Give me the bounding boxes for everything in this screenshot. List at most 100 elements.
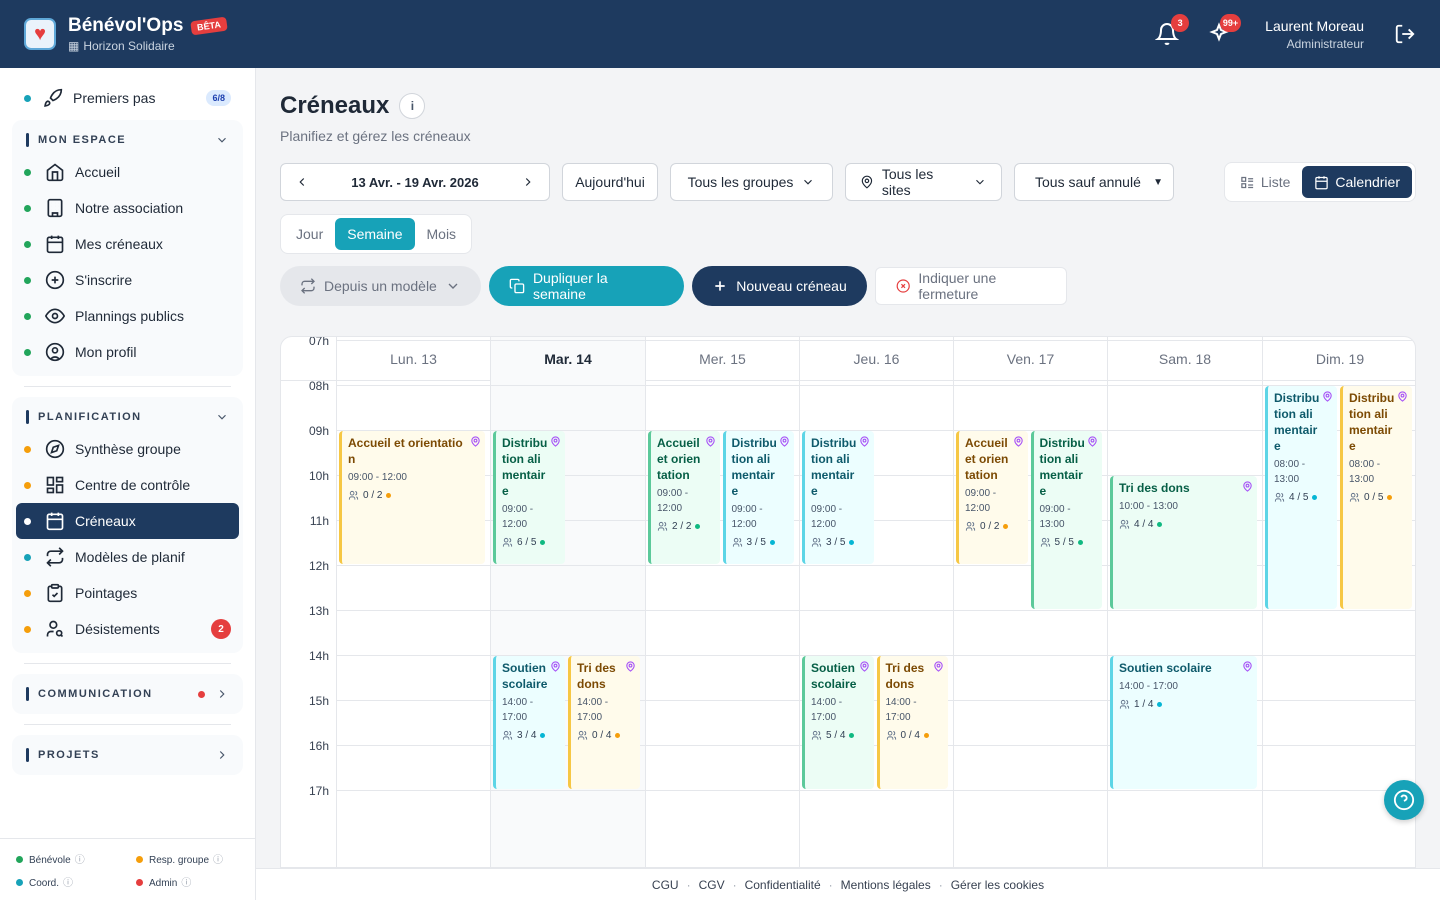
from-model-button[interactable]: Depuis un modèle xyxy=(280,266,481,306)
slot-event[interactable]: Soutien scolaire 14:00 - 17:00 1 / 4 xyxy=(1110,656,1257,789)
ai-badge: 99+ xyxy=(1219,14,1242,32)
page-subtitle: Planifiez et gérez les créneaux xyxy=(280,128,471,144)
sidebar-item-desistements[interactable]: Désistements 2 xyxy=(16,611,239,647)
sidebar-item-synthese-groupe[interactable]: Synthèse groupe xyxy=(16,431,239,467)
view-list-button[interactable]: Liste xyxy=(1228,166,1303,198)
notifications-button[interactable]: 3 xyxy=(1154,14,1190,46)
slot-event[interactable]: Soutien scolaire 14:00 - 17:00 3 / 4 xyxy=(493,656,565,789)
date-range-label[interactable]: 13 Avr. - 19 Avr. 2026 xyxy=(351,174,479,190)
section-header-projets[interactable]: PROJETS xyxy=(12,741,243,769)
slot-event[interactable]: Distribution alimentaire 09:00 - 12:00 3 /… xyxy=(722,431,794,564)
slot-event[interactable]: Tri des dons 10:00 - 13:00 4 / 4 xyxy=(1110,476,1257,609)
slot-count-value: 4 / 5 xyxy=(1289,492,1309,503)
slot-event[interactable]: Distribution alimentaire 08:00 - 13:00 4 /… xyxy=(1265,386,1337,609)
help-button[interactable] xyxy=(1384,780,1424,820)
section-header-planification[interactable]: PLANIFICATION xyxy=(12,403,243,431)
day-header[interactable]: Lun. 13 xyxy=(336,337,490,381)
day-header[interactable]: Sam. 18 xyxy=(1107,337,1262,381)
view-calendar-button[interactable]: Calendrier xyxy=(1302,166,1412,198)
chevron-right-icon[interactable] xyxy=(521,175,535,189)
slot-event[interactable]: Tri des dons 14:00 - 17:00 0 / 4 xyxy=(568,656,640,789)
sidebar-item-premiers-pas[interactable]: Premiers pas 6/8 xyxy=(16,80,239,116)
slot-volunteer-count: 3 / 5 xyxy=(811,537,868,548)
footer-link[interactable]: Mentions légales xyxy=(840,877,931,892)
slot-time: 09:00 - 12:00 xyxy=(502,504,534,530)
slot-event[interactable]: Accueil et orientation 09:00 - 12:00 0 / 2 xyxy=(339,431,485,564)
sidebar-item-plannings-publics[interactable]: Plannings publics xyxy=(16,298,239,334)
closure-button[interactable]: Indiquer une fermeture xyxy=(875,267,1067,305)
info-icon[interactable]: ⓘ xyxy=(181,878,192,889)
chevron-down-icon: ▼ xyxy=(1153,176,1163,188)
slot-event[interactable]: Accueil et orientation 09:00 - 12:00 2 / 2 xyxy=(648,431,720,564)
slot-time: 09:00 - 12:00 xyxy=(657,488,689,514)
user-search-icon xyxy=(46,620,64,638)
sidebar-item-accueil[interactable]: Accueil xyxy=(16,154,239,190)
view-toggle: Liste Calendrier xyxy=(1223,162,1416,202)
page-title: Créneaux xyxy=(280,92,390,119)
map-pin-icon xyxy=(861,175,873,189)
sidebar-item-mon-profil[interactable]: Mon profil xyxy=(16,334,239,370)
duplicate-week-button[interactable]: Dupliquer la semaine xyxy=(489,266,684,306)
slot-volunteer-count: 0 / 4 xyxy=(886,730,943,741)
new-slot-button[interactable]: Nouveau créneau xyxy=(692,266,867,306)
info-icon[interactable]: ⓘ xyxy=(74,855,85,866)
footer-link[interactable]: Confidentialité xyxy=(744,877,821,892)
sidebar: Premiers pas 6/8 MON ESPACE Accueil Notr… xyxy=(0,68,256,900)
sidebar-item-centre-de-controle[interactable]: Centre de contrôle xyxy=(16,467,239,503)
slot-event[interactable]: Soutien scolaire 14:00 - 17:00 5 / 4 xyxy=(802,656,874,789)
status-dot xyxy=(24,94,31,102)
day-header[interactable]: Dim. 19 xyxy=(1262,337,1415,381)
sidebar-item-creneaux[interactable]: Créneaux xyxy=(16,503,239,539)
hour-label: 10h xyxy=(308,469,329,483)
sidebar-item-mes-creneaux[interactable]: Mes créneaux xyxy=(16,226,239,262)
sites-filter-value: Tous les sites xyxy=(881,166,934,198)
groups-filter[interactable]: Tous les groupes xyxy=(670,163,833,201)
status-filter[interactable]: Tous sauf annulé ▼ xyxy=(1014,163,1174,201)
hour-line xyxy=(336,610,1415,611)
sidebar-item-label: Synthèse groupe xyxy=(75,441,181,457)
info-icon[interactable]: ⓘ xyxy=(213,855,224,866)
slot-event[interactable]: Accueil et orientation 09:00 - 12:00 0 / 2 xyxy=(956,431,1028,564)
user-menu[interactable]: Laurent Moreau Administrateur xyxy=(1265,18,1364,51)
sidebar-item-sinscrire[interactable]: S'inscrire xyxy=(16,262,239,298)
slot-event[interactable]: Distribution alimentaire 09:00 - 12:00 6 /… xyxy=(493,431,565,564)
sidebar-item-notre-association[interactable]: Notre association xyxy=(16,190,239,226)
app-logo[interactable]: ♥ xyxy=(24,18,56,50)
footer-link[interactable]: CGU xyxy=(651,877,679,892)
period-week[interactable]: Semaine xyxy=(335,218,415,250)
footer-link[interactable]: CGV xyxy=(698,877,725,892)
day-separator xyxy=(953,381,954,867)
period-month[interactable]: Mois xyxy=(426,226,457,242)
slot-volunteer-count: 4 / 5 xyxy=(1274,492,1331,503)
section-mon-espace: MON ESPACE Accueil Notre association Mes… xyxy=(12,120,243,376)
day-header[interactable]: Mar. 14 xyxy=(490,337,645,381)
sidebar-item-modeles-de-planif[interactable]: Modèles de planif xyxy=(16,539,239,575)
day-header[interactable]: Jeu. 16 xyxy=(799,337,953,381)
sites-filter[interactable]: Tous les sites xyxy=(845,163,1002,201)
chevron-left-icon[interactable] xyxy=(295,175,309,189)
slot-event[interactable]: Tri des dons 14:00 - 17:00 0 / 4 xyxy=(876,656,948,789)
day-header[interactable]: Mer. 15 xyxy=(645,337,799,381)
slot-title: Distribution alimentaire xyxy=(1274,391,1320,453)
day-header[interactable]: Ven. 17 xyxy=(953,337,1107,381)
footer-link[interactable]: Gérer les cookies xyxy=(950,877,1045,892)
legend-benevole: Bénévole ⓘ xyxy=(16,851,136,866)
logout-icon[interactable] xyxy=(1394,23,1416,45)
section-header-communication[interactable]: COMMUNICATION xyxy=(12,680,243,708)
info-icon[interactable]: i xyxy=(399,93,426,119)
slot-event[interactable]: Distribution alimentaire 09:00 - 13:00 5 /… xyxy=(1030,431,1102,609)
fill-status-dot xyxy=(923,733,929,738)
sidebar-item-label: Pointages xyxy=(75,585,138,601)
sidebar-item-pointages[interactable]: Pointages xyxy=(16,575,239,611)
section-header-mon-espace[interactable]: MON ESPACE xyxy=(12,126,243,154)
period-day[interactable]: Jour xyxy=(296,226,324,242)
info-icon[interactable]: ⓘ xyxy=(63,878,74,889)
slot-event[interactable]: Distribution alimentaire 08:00 - 13:00 0 /… xyxy=(1340,386,1412,609)
slot-event[interactable]: Distribution alimentaire 09:00 - 12:00 3 /… xyxy=(802,431,874,564)
today-button[interactable]: Aujourd'hui xyxy=(562,163,658,201)
app-name: Bénévol'Ops xyxy=(68,15,184,36)
hour-label: 16h xyxy=(308,739,329,753)
user-role: Administrateur xyxy=(1286,36,1364,51)
ai-assistant-button[interactable]: 99+ xyxy=(1207,14,1242,46)
slot-volunteer-count: 4 / 4 xyxy=(1119,519,1251,530)
